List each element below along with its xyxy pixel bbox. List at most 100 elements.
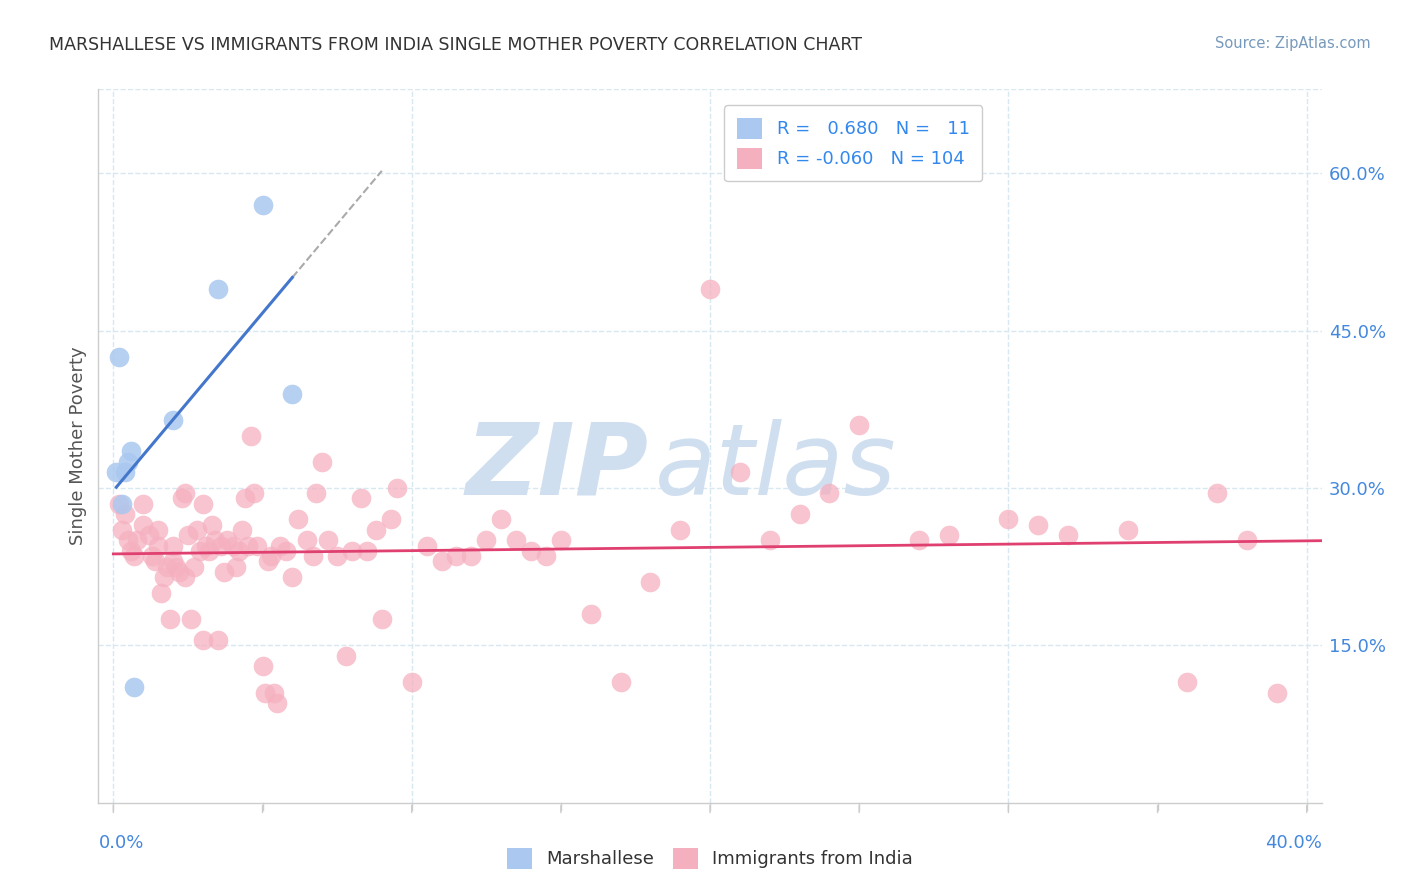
Point — [297, 533, 319, 548]
Point — [239, 428, 262, 442]
Point — [188, 544, 211, 558]
Point — [245, 539, 267, 553]
Point — [505, 533, 527, 548]
Text: 40.0%: 40.0% — [1265, 834, 1322, 852]
Point — [326, 549, 349, 564]
Point — [818, 486, 841, 500]
Point — [201, 517, 224, 532]
Point — [207, 282, 229, 296]
Point — [1236, 533, 1258, 548]
Point — [180, 612, 202, 626]
Point — [198, 544, 221, 558]
Point — [997, 512, 1019, 526]
Point — [117, 533, 139, 548]
Point — [191, 497, 214, 511]
Point — [191, 633, 214, 648]
Point — [281, 386, 304, 401]
Point — [231, 523, 253, 537]
Point — [132, 497, 155, 511]
Point — [908, 533, 931, 548]
Point — [1026, 517, 1049, 532]
Point — [209, 539, 232, 553]
Point — [356, 544, 378, 558]
Point — [1177, 675, 1199, 690]
Point — [316, 533, 339, 548]
Point — [266, 696, 288, 710]
Point — [534, 549, 557, 564]
Point — [111, 523, 134, 537]
Point — [609, 675, 631, 690]
Point — [669, 523, 692, 537]
Point — [204, 533, 226, 548]
Point — [460, 549, 482, 564]
Point — [1116, 523, 1139, 537]
Point — [640, 575, 662, 590]
Point — [446, 549, 468, 564]
Point — [105, 465, 128, 479]
Point — [162, 413, 184, 427]
Point — [263, 685, 285, 699]
Point — [156, 559, 179, 574]
Text: atlas: atlas — [655, 419, 897, 516]
Point — [938, 528, 960, 542]
Point — [252, 197, 274, 211]
Point — [150, 586, 173, 600]
Point — [350, 491, 373, 506]
Point — [257, 554, 280, 568]
Point — [728, 465, 751, 479]
Point — [254, 685, 277, 699]
Point — [162, 554, 184, 568]
Point — [183, 559, 205, 574]
Point — [287, 512, 309, 526]
Point — [111, 497, 134, 511]
Point — [114, 465, 136, 479]
Y-axis label: Single Mother Poverty: Single Mother Poverty — [69, 347, 87, 545]
Point — [153, 570, 176, 584]
Point — [699, 282, 721, 296]
Point — [311, 455, 333, 469]
Point — [138, 528, 160, 542]
Point — [269, 539, 291, 553]
Point — [1206, 486, 1229, 500]
Point — [221, 539, 243, 553]
Point — [141, 549, 163, 564]
Point — [120, 444, 142, 458]
Point — [1057, 528, 1080, 542]
Point — [233, 491, 256, 506]
Text: ZIP: ZIP — [465, 419, 650, 516]
Point — [132, 517, 155, 532]
Point — [302, 549, 325, 564]
Point — [364, 523, 387, 537]
Point — [194, 539, 217, 553]
Point — [174, 486, 197, 500]
Point — [1265, 685, 1288, 699]
Point — [340, 544, 363, 558]
Point — [143, 554, 166, 568]
Point — [380, 512, 402, 526]
Text: Source: ZipAtlas.com: Source: ZipAtlas.com — [1215, 36, 1371, 51]
Legend: Marshallese, Immigrants from India: Marshallese, Immigrants from India — [499, 840, 921, 876]
Point — [236, 539, 259, 553]
Point — [371, 612, 394, 626]
Point — [207, 633, 229, 648]
Point — [579, 607, 602, 621]
Point — [108, 350, 131, 364]
Point — [165, 559, 187, 574]
Point — [177, 528, 200, 542]
Point — [114, 507, 136, 521]
Point — [550, 533, 572, 548]
Point — [430, 554, 453, 568]
Point — [225, 559, 247, 574]
Point — [215, 533, 238, 548]
Point — [758, 533, 780, 548]
Point — [170, 491, 193, 506]
Point — [335, 648, 357, 663]
Point — [281, 570, 304, 584]
Point — [789, 507, 811, 521]
Point — [415, 539, 437, 553]
Point — [167, 565, 190, 579]
Point — [159, 612, 181, 626]
Point — [117, 455, 139, 469]
Point — [174, 570, 197, 584]
Point — [120, 544, 142, 558]
